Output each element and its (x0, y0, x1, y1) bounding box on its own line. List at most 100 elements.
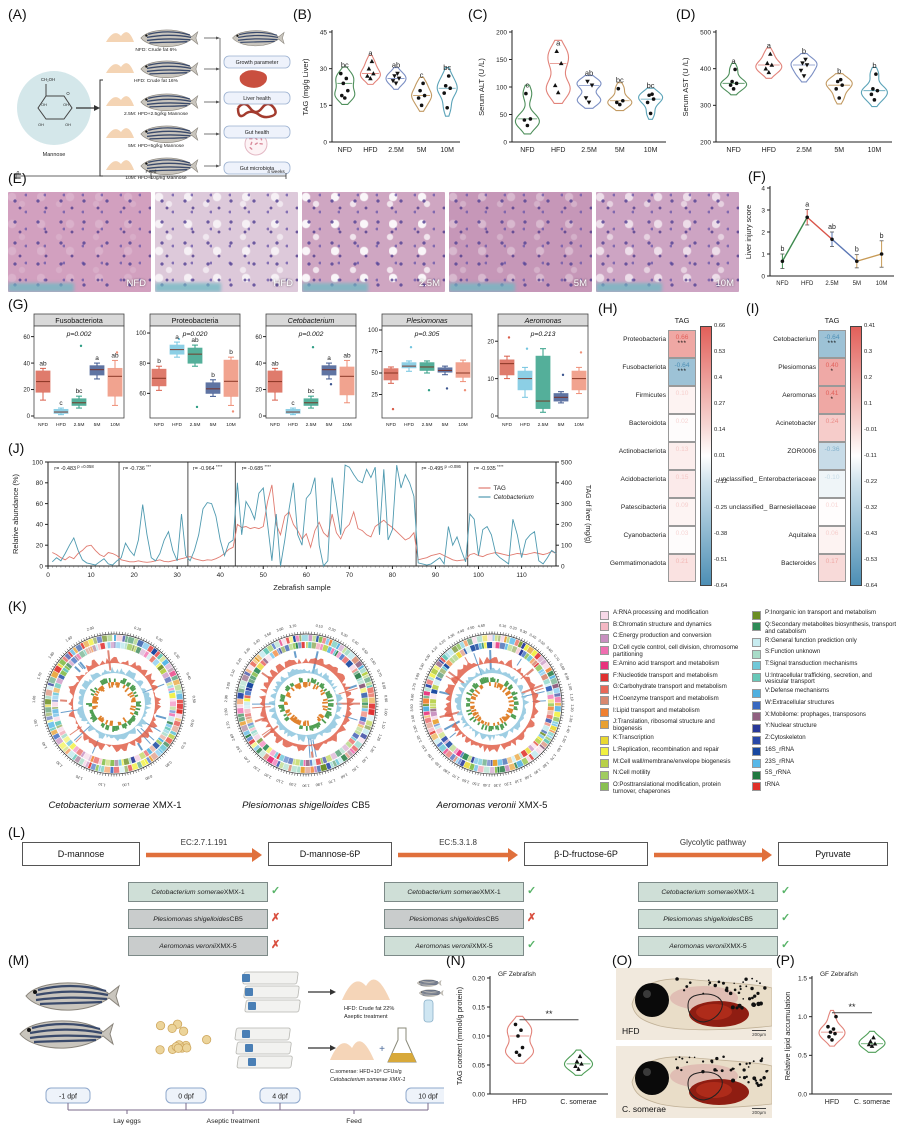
svg-text:3.90: 3.90 (418, 663, 425, 671)
svg-text:3.10: 3.10 (421, 744, 428, 752)
svg-text:0.60: 0.60 (369, 657, 376, 665)
legend-label: D:Cell cycle control, cell division, chr… (613, 644, 739, 658)
panel-h-row-label: Cyanobacteria (623, 532, 666, 539)
svg-text:0.80: 0.80 (381, 682, 387, 690)
svg-text:OH: OH (63, 103, 69, 107)
svg-text:HFD: HFD (520, 422, 531, 428)
bacteria-name: Plesiomonas shigelloides (409, 915, 486, 923)
arrow-label-0: EC:2.7.1.191 (180, 838, 228, 847)
svg-text:0.20: 0.20 (155, 636, 163, 643)
violin-10M (436, 67, 458, 117)
panel-i-colorbar-tick: 0.1 (864, 401, 873, 407)
bacteria-box: Aeromonas veronii XMX-5 (638, 936, 778, 956)
svg-text:1.90: 1.90 (302, 783, 309, 787)
violin-HFD (359, 54, 381, 85)
svg-text:0.30: 0.30 (173, 651, 181, 659)
svg-text:2.70: 2.70 (226, 721, 232, 729)
svg-text:10M: 10M (226, 422, 236, 428)
panel-i-colorbar (850, 326, 862, 586)
panel-h-row-label: Patescibacteria (620, 504, 666, 511)
svg-text:0: 0 (17, 170, 20, 176)
svg-text:200: 200 (561, 522, 572, 529)
correlation-value: 0.21 (675, 558, 689, 565)
panel-label-l: (L) (8, 824, 26, 840)
svg-text:CH₂OH: CH₂OH (41, 77, 55, 82)
svg-text:ab: ab (392, 61, 400, 70)
svg-text:10M: 10M (110, 422, 120, 428)
svg-text:80: 80 (139, 361, 146, 367)
strain-suffix: CB5 (485, 915, 499, 923)
svg-text:GF Zebrafish: GF Zebrafish (820, 971, 858, 978)
svg-text:3.80: 3.80 (414, 672, 420, 680)
panel-h-colorbar (700, 326, 712, 586)
svg-text:10M: 10M (458, 422, 468, 428)
legend-label: 23S_rRNA (765, 757, 795, 765)
legend-item: A:RNA processing and modification (600, 609, 748, 620)
panel-h-colorbar-tick: 0.27 (714, 401, 726, 407)
violin-10M (860, 66, 888, 108)
svg-text:100: 100 (561, 543, 572, 550)
legend-item: Z:Cytoskeleton (752, 734, 900, 745)
svg-text:0.30: 0.30 (519, 628, 527, 634)
legend-item: 16S_rRNA (752, 746, 900, 757)
bacteria-name: Aeromonas veronii (159, 942, 216, 950)
svg-text:p=0.002: p=0.002 (66, 331, 92, 338)
svg-text:c: c (420, 70, 424, 79)
svg-text:1.30: 1.30 (568, 715, 573, 723)
svg-text:300: 300 (561, 501, 572, 508)
svg-text:HFD: HFD (404, 422, 415, 428)
svg-text:0.15: 0.15 (472, 1004, 485, 1011)
svg-text:HFD: HFD (762, 147, 776, 154)
svg-text:2.90: 2.90 (434, 761, 442, 769)
svg-text:40: 40 (255, 361, 262, 367)
svg-text:C.somerae: HFD+10⁶ CFUs/g: C.somerae: HFD+10⁶ CFUs/g (330, 1069, 402, 1075)
violin-HFD (545, 39, 571, 104)
legend-item: K:Transcription (600, 734, 748, 745)
check-icon: ✓ (781, 885, 791, 897)
circos-caption-2: Aeromonas veronii XMX-5 (390, 800, 594, 811)
violin-HFD (504, 1015, 535, 1064)
panel-h-header: TAG (674, 316, 690, 325)
legend-item: P:Inorganic ion transport and metabolism (752, 609, 900, 620)
svg-text:HFD: Crude fat 22%: HFD: Crude fat 22% (344, 1006, 394, 1012)
histology-tile-10M: 10M (596, 192, 739, 292)
svg-text:10 dpf: 10 dpf (418, 1094, 438, 1101)
legend-swatch (600, 747, 609, 757)
correlation-value: 0.66 (675, 334, 689, 341)
svg-text:p=0.002: p=0.002 (298, 331, 324, 338)
boxplot-Aeromonas: Aeromonas 0 10 20 p=0.213 NFD HFD 2.5M 5M 10M (487, 313, 589, 428)
svg-text:1.20: 1.20 (376, 733, 383, 741)
legend-label: N:Cell motility (613, 769, 651, 777)
violin-5M (825, 73, 853, 105)
svg-text:0: 0 (27, 414, 31, 420)
svg-text:NFD: NFD (38, 422, 49, 428)
svg-text:2.00: 2.00 (524, 773, 532, 780)
svg-text:0.10: 0.10 (472, 1033, 485, 1040)
svg-text:1.90: 1.90 (65, 636, 73, 643)
legend-swatch (600, 633, 609, 643)
svg-text:200: 200 (496, 29, 507, 36)
svg-text:HFD: HFD (363, 147, 377, 154)
correlation-value: 0.03 (675, 530, 689, 537)
svg-text:Relative lipid accumulation: Relative lipid accumulation (783, 992, 792, 1081)
correlation-value: 0.15 (675, 474, 689, 481)
svg-text:0.20: 0.20 (509, 625, 517, 631)
svg-text:40: 40 (36, 522, 44, 529)
scale-smudge (302, 283, 368, 292)
legend-label: V:Defense mechanisms (765, 687, 830, 695)
svg-text:NFD: NFD (270, 422, 281, 428)
legend-item: 23S_rRNA (752, 757, 900, 768)
svg-text:3.20: 3.20 (416, 735, 423, 743)
panel-h-row-label: Firmicutes (635, 392, 666, 399)
svg-text:***: *** (146, 464, 151, 469)
pathway-node-0: D-mannose (22, 842, 140, 866)
legend-label: E:Amino acid transport and metabolism (613, 659, 720, 667)
svg-text:r= -0.964: r= -0.964 (193, 466, 215, 472)
svg-text:5M: HFD+5g/kg Mannose: 5M: HFD+5g/kg Mannose (128, 143, 184, 149)
svg-text:200: 200 (700, 139, 711, 146)
legend-label: 5S_rRNA (765, 769, 791, 777)
strain-name: CB5 (348, 800, 370, 811)
svg-text:0: 0 (46, 572, 50, 579)
legend-label: P:Inorganic ion transport and metabolism (765, 609, 877, 616)
legend-swatch (752, 610, 761, 620)
